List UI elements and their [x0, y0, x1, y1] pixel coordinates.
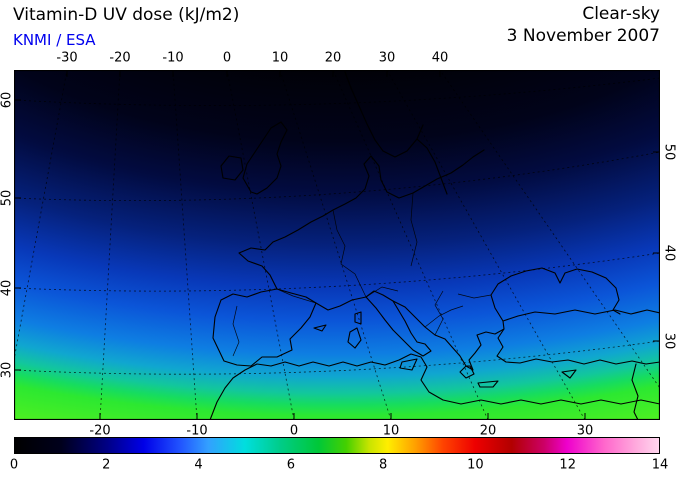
lon-tick-top: -10	[162, 50, 184, 66]
date-label: 3 November 2007	[506, 26, 660, 46]
coast-peloponnese-crete	[459, 365, 499, 388]
coast-cyprus	[561, 369, 577, 379]
lon-tick-bottom: -10	[186, 423, 208, 439]
coast-italy	[365, 290, 432, 357]
lon-tick-top: 30	[378, 50, 396, 66]
lat-tick-right: 40	[661, 244, 677, 262]
coast-black-sea	[490, 267, 621, 322]
lat-tick-right: 50	[661, 143, 677, 161]
colorbar-tick-label: 10	[467, 457, 484, 473]
coast-turkey	[496, 309, 660, 365]
credit-knmi-esa: KNMI / ESA	[13, 31, 96, 49]
lon-tick-top: -20	[109, 50, 131, 66]
figure-title: Vitamin-D UV dose (kJ/m2)	[13, 5, 240, 25]
coast-ireland	[220, 155, 244, 181]
lon-tick-top: 20	[324, 50, 342, 66]
colorbar-tick-label: 2	[102, 457, 111, 473]
coast-west-europe	[238, 149, 485, 290]
lon-tick-bottom: 30	[576, 423, 594, 439]
colorbar-tick-label: 6	[286, 457, 295, 473]
coast-levant	[631, 363, 639, 420]
lat-tick-right: 30	[661, 332, 677, 350]
lat-tick-left: 40	[0, 279, 15, 297]
colorbar-tick-label: 0	[9, 457, 19, 473]
country-borders	[232, 192, 492, 357]
lat-tick-left: 60	[0, 91, 15, 109]
coast-med-islands	[313, 311, 418, 371]
coast-britain	[242, 121, 288, 195]
colorbar-tick-label: 4	[194, 457, 203, 473]
lon-tick-bottom: 0	[289, 423, 299, 439]
map-plot	[14, 70, 660, 420]
colorbar-tick-label: 14	[651, 457, 669, 473]
coast-france-med	[315, 296, 367, 311]
colorbar-tick-label: 12	[559, 457, 576, 473]
graticule	[14, 70, 660, 420]
sky-condition-label: Clear-sky	[582, 4, 660, 24]
coast-iberia	[212, 288, 317, 367]
coastlines	[209, 71, 660, 420]
lon-tick-bottom: 10	[382, 423, 400, 439]
colorbar	[14, 437, 660, 454]
lon-tick-bottom: -20	[89, 423, 111, 439]
axis-tick-marks	[14, 70, 660, 420]
coast-north-africa	[209, 353, 660, 420]
map-frame-border	[14, 70, 660, 420]
lon-tick-top: 10	[271, 50, 289, 66]
lon-tick-top: -30	[56, 50, 78, 66]
coast-scandinavia	[344, 71, 448, 195]
colorbar-tick-label: 8	[379, 457, 388, 473]
lat-tick-left: 50	[0, 189, 15, 207]
lon-tick-bottom: 20	[479, 423, 497, 439]
lat-tick-left: 30	[0, 361, 15, 379]
lon-tick-top: 40	[431, 50, 449, 66]
uv-field	[14, 70, 660, 420]
map-plot-svg	[14, 70, 660, 420]
lon-tick-top: 0	[222, 50, 232, 66]
